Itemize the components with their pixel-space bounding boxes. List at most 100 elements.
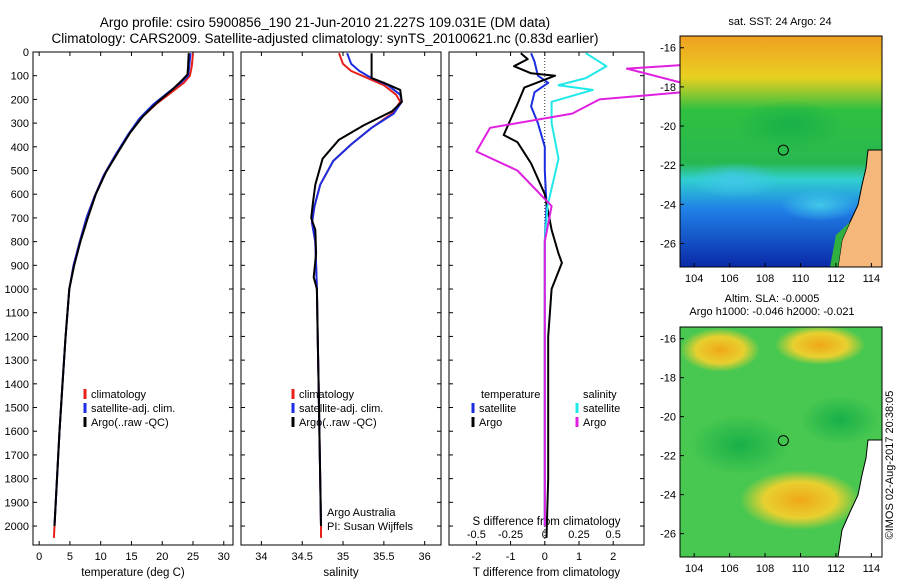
y-tick-label: 200 — [11, 94, 29, 106]
series-line-s-argo — [475, 52, 778, 526]
map-lon-tick-label: 106 — [720, 563, 738, 575]
sla-low-anomaly — [800, 395, 880, 445]
sla-map-title: Altim. SLA: -0.0005 — [725, 293, 820, 305]
legend-label: satellite-adj. clim. — [299, 403, 383, 415]
coastal-shelf — [830, 222, 850, 267]
note-pi: PI: Susan Wijffels — [327, 521, 413, 533]
legend-header-temperature: temperature — [481, 389, 540, 401]
map-lat-tick-label: -24 — [660, 490, 676, 502]
y-tick-label: 1300 — [5, 355, 29, 367]
x-tick-label: 30 — [218, 551, 230, 563]
map-lon-tick-label: 110 — [792, 273, 810, 285]
map-lon-tick-label: 108 — [756, 563, 774, 575]
x-tick-label: 36 — [419, 551, 431, 563]
x-tick-label: 15 — [125, 551, 137, 563]
series-line-t-argo — [502, 52, 563, 538]
y-tick-label: 700 — [11, 213, 29, 225]
x-tick-label: 1 — [576, 551, 582, 563]
x-tick-label: 25 — [187, 551, 199, 563]
x-tick-label-salinity: -0.25 — [498, 529, 523, 541]
x-tick-label: 0 — [36, 551, 42, 563]
x-tick-label-salinity: -0.5 — [467, 529, 486, 541]
y-tick-label: 600 — [11, 189, 29, 201]
sla-high-anomaly — [740, 470, 860, 530]
map-lat-tick-label: -16 — [660, 43, 676, 55]
y-tick-label: 1000 — [5, 284, 29, 296]
x-tick-label: 34 — [255, 551, 267, 563]
panel-frame — [32, 51, 234, 546]
coastline-land — [837, 439, 882, 557]
y-tick-label: 0 — [23, 47, 29, 59]
sst-cool-eddy — [690, 162, 780, 198]
sst-map — [679, 35, 883, 268]
x-tick-label: 5 — [67, 551, 73, 563]
x-tick-label-salinity: 0.5 — [606, 529, 621, 541]
panel-temperature: 0100200300400500600700800900100011001200… — [5, 47, 234, 579]
x-tick-label: -2 — [471, 551, 481, 563]
y-tick-label: 1900 — [5, 497, 29, 509]
series-line-argo-raw-qc- — [310, 53, 403, 527]
x-tick-label-salinity: 0.25 — [568, 529, 589, 541]
map-lat-tick-label: -20 — [660, 412, 676, 424]
map-lon-tick-label: 114 — [863, 563, 881, 575]
sst-cool-eddy — [780, 189, 860, 221]
y-tick-label: 800 — [11, 237, 29, 249]
map-lat-tick-label: -16 — [660, 334, 676, 346]
note-argo-australia: Argo Australia — [327, 507, 396, 519]
sla-map-frame — [679, 326, 883, 558]
x-tick-label: 35.5 — [373, 551, 394, 563]
legend-label: satellite-adj. clim. — [91, 403, 175, 415]
footer-timestamp: ©IMOS 02-Aug-2017 20:38:05 — [884, 391, 896, 540]
panel-salinity: 34 34.5 35 35.5 36 salinity climatology satelli… — [240, 51, 442, 579]
legend-label: climatology — [91, 389, 147, 401]
map-lat-tick-label: -22 — [660, 160, 676, 172]
y-tick-label: 1700 — [5, 450, 29, 462]
figure-title-line1: Argo profile: csiro 5900856_190 21-Jun-2… — [99, 15, 551, 30]
x-tick-label: 34.5 — [292, 551, 313, 563]
y-tick-label: 1800 — [5, 474, 29, 486]
sla-low-anomaly — [690, 415, 790, 475]
legend-label: satellite — [479, 403, 516, 415]
legend-label: satellite — [583, 403, 620, 415]
map-lat-tick-label: -26 — [660, 239, 676, 251]
map-lon-tick-label: 104 — [685, 273, 703, 285]
float-position-marker — [777, 144, 789, 156]
legend-label: Argo(..raw -QC) — [91, 417, 169, 429]
x-tick-label: 10 — [95, 551, 107, 563]
sst-green-patch — [735, 100, 845, 150]
map-lon-tick-label: 106 — [720, 273, 738, 285]
map-lat-tick-label: -18 — [660, 82, 676, 94]
series-line-argo-raw-qc- — [53, 53, 190, 527]
map-lat-tick-label: -26 — [660, 529, 676, 541]
panel-frame — [448, 51, 645, 546]
y-tick-label: 1400 — [5, 379, 29, 391]
y-tick-label: 1500 — [5, 403, 29, 415]
y-tick-label: 2000 — [5, 521, 29, 533]
y-tick-label: 500 — [11, 166, 29, 178]
map-lon-tick-label: 110 — [792, 563, 810, 575]
panel-frame — [240, 51, 442, 546]
sst-map-title: sat. SST: 24 Argo: 24 — [728, 16, 831, 28]
y-tick-label: 300 — [11, 118, 29, 130]
legend-label: Argo — [583, 417, 606, 429]
sla-map — [679, 326, 883, 558]
y-tick-label: 1600 — [5, 426, 29, 438]
legend-label: climatology — [299, 389, 355, 401]
y-tick-label: 400 — [11, 142, 29, 154]
map-lat-tick-label: -18 — [660, 373, 676, 385]
map-lat-tick-label: -20 — [660, 121, 676, 133]
panel-difference: -2 -1 0 1 2 T difference from climatology -0.5… — [448, 51, 778, 579]
x-tick-label: 0 — [542, 551, 548, 563]
y-tick-label: 1200 — [5, 331, 29, 343]
y-tick-label: 1100 — [5, 308, 29, 320]
float-position-marker — [777, 435, 789, 447]
x-axis-label: salinity — [323, 567, 358, 579]
map-lon-tick-label: 112 — [827, 563, 845, 575]
x-tick-label: -1 — [506, 551, 516, 563]
map-lon-tick-label: 114 — [863, 273, 881, 285]
sla-high-anomaly — [680, 328, 760, 372]
sst-map-frame — [679, 35, 883, 268]
y-tick-label: 100 — [11, 71, 29, 83]
map-lon-tick-label: 104 — [685, 563, 703, 575]
